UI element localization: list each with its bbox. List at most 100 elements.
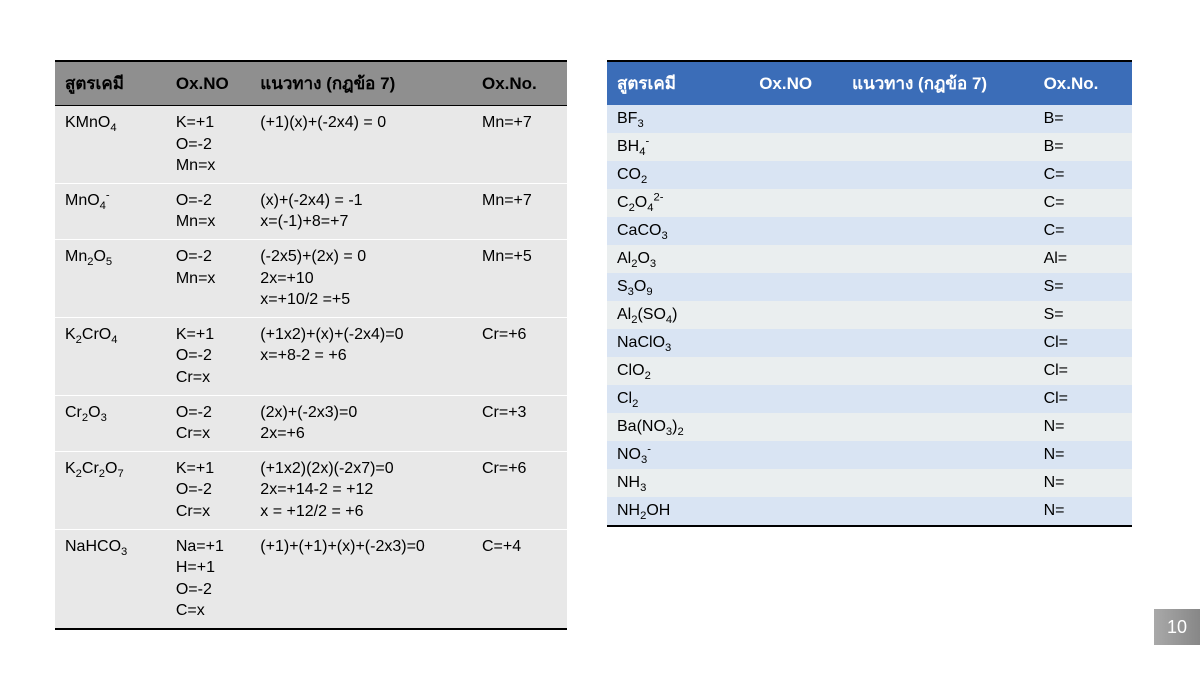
cell-oxno bbox=[749, 385, 842, 413]
cell-formula: NO3- bbox=[607, 441, 749, 469]
cell-guide bbox=[842, 301, 1033, 329]
cell-result: Mn=+5 bbox=[472, 239, 567, 317]
cell-result: Cl= bbox=[1034, 385, 1132, 413]
cell-formula: K2Cr2O7 bbox=[55, 451, 166, 529]
table-row: KMnO4K=+1O=-2Mn=x(+1)(x)+(-2x4) = 0Mn=+7 bbox=[55, 106, 567, 184]
cell-result: S= bbox=[1034, 301, 1132, 329]
col-guide-header: แนวทาง (กฎข้อ 7) bbox=[250, 61, 472, 106]
cell-guide bbox=[842, 273, 1033, 301]
table-row: MnO4-O=-2Mn=x(x)+(-2x4) = -1x=(-1)+8=+7M… bbox=[55, 183, 567, 239]
cell-result: B= bbox=[1034, 105, 1132, 133]
cell-oxno bbox=[749, 441, 842, 469]
cell-formula: Al2(SO4) bbox=[607, 301, 749, 329]
table-row: CaCO3 C= bbox=[607, 217, 1132, 245]
cell-formula: BF3 bbox=[607, 105, 749, 133]
cell-oxno bbox=[749, 133, 842, 161]
cell-formula: Cl2 bbox=[607, 385, 749, 413]
left-oxidation-table: สูตรเคมี Ox.NO แนวทาง (กฎข้อ 7) Ox.No. K… bbox=[55, 60, 567, 630]
cell-result: C= bbox=[1034, 217, 1132, 245]
cell-guide bbox=[842, 469, 1033, 497]
cell-guide: (x)+(-2x4) = -1x=(-1)+8=+7 bbox=[250, 183, 472, 239]
table-row: NH2OH N= bbox=[607, 497, 1132, 526]
cell-guide: (+1)(x)+(-2x4) = 0 bbox=[250, 106, 472, 184]
cell-formula: KMnO4 bbox=[55, 106, 166, 184]
cell-guide bbox=[842, 245, 1033, 273]
cell-result: S= bbox=[1034, 273, 1132, 301]
table-row: K2Cr2O7K=+1O=-2Cr=x(+1x2)(2x)(-2x7)=02x=… bbox=[55, 451, 567, 529]
cell-oxno: O=-2Mn=x bbox=[166, 239, 250, 317]
cell-formula: Mn2O5 bbox=[55, 239, 166, 317]
cell-formula: NH2OH bbox=[607, 497, 749, 526]
cell-oxno bbox=[749, 189, 842, 217]
cell-oxno bbox=[749, 301, 842, 329]
cell-oxno: K=+1O=-2Cr=x bbox=[166, 451, 250, 529]
col-formula-header: สูตรเคมี bbox=[55, 61, 166, 106]
left-table-wrap: สูตรเคมี Ox.NO แนวทาง (กฎข้อ 7) Ox.No. K… bbox=[55, 60, 567, 630]
right-table-wrap: สูตรเคมี Ox.NO แนวทาง (กฎข้อ 7) Ox.No. B… bbox=[607, 60, 1132, 630]
table-row: BF3 B= bbox=[607, 105, 1132, 133]
cell-guide: (+1)+(+1)+(x)+(-2x3)=0 bbox=[250, 529, 472, 629]
cell-result: C=+4 bbox=[472, 529, 567, 629]
cell-oxno: O=-2Mn=x bbox=[166, 183, 250, 239]
cell-oxno bbox=[749, 105, 842, 133]
cell-guide bbox=[842, 497, 1033, 526]
cell-result: Cr=+6 bbox=[472, 317, 567, 395]
cell-result: Cr=+3 bbox=[472, 395, 567, 451]
cell-formula: S3O9 bbox=[607, 273, 749, 301]
table-row: Cr2O3O=-2Cr=x(2x)+(-2x3)=02x=+6Cr=+3 bbox=[55, 395, 567, 451]
cell-oxno: K=+1O=-2Mn=x bbox=[166, 106, 250, 184]
page-number-tab: 10 bbox=[1154, 609, 1200, 645]
cell-oxno bbox=[749, 245, 842, 273]
cell-guide bbox=[842, 385, 1033, 413]
cell-guide bbox=[842, 161, 1033, 189]
cell-formula: K2CrO4 bbox=[55, 317, 166, 395]
cell-result: Al= bbox=[1034, 245, 1132, 273]
cell-oxno: O=-2Cr=x bbox=[166, 395, 250, 451]
table-row: Cl2 Cl= bbox=[607, 385, 1132, 413]
table-row: Al2O3 Al= bbox=[607, 245, 1132, 273]
cell-result: Mn=+7 bbox=[472, 106, 567, 184]
cell-guide bbox=[842, 189, 1033, 217]
cell-formula: Ba(NO3)2 bbox=[607, 413, 749, 441]
table-row: NH3N= bbox=[607, 469, 1132, 497]
cell-formula: CO2 bbox=[607, 161, 749, 189]
cell-result: N= bbox=[1034, 469, 1132, 497]
table-row: NaClO3 Cl= bbox=[607, 329, 1132, 357]
cell-result: Cl= bbox=[1034, 329, 1132, 357]
cell-oxno bbox=[749, 357, 842, 385]
cell-result: N= bbox=[1034, 413, 1132, 441]
table-row: K2CrO4K=+1O=-2Cr=x(+1x2)+(x)+(-2x4)=0x=+… bbox=[55, 317, 567, 395]
col-formula-header: สูตรเคมี bbox=[607, 61, 749, 105]
right-oxidation-table: สูตรเคมี Ox.NO แนวทาง (กฎข้อ 7) Ox.No. B… bbox=[607, 60, 1132, 527]
cell-oxno bbox=[749, 497, 842, 526]
col-result-header: Ox.No. bbox=[1034, 61, 1132, 105]
cell-guide bbox=[842, 105, 1033, 133]
cell-guide: (-2x5)+(2x) = 02x=+10x=+10/2 =+5 bbox=[250, 239, 472, 317]
cell-oxno bbox=[749, 329, 842, 357]
col-oxno-header: Ox.NO bbox=[749, 61, 842, 105]
cell-result: N= bbox=[1034, 497, 1132, 526]
table-row: CO2C= bbox=[607, 161, 1132, 189]
cell-guide bbox=[842, 357, 1033, 385]
cell-guide bbox=[842, 133, 1033, 161]
col-oxno-header: Ox.NO bbox=[166, 61, 250, 106]
cell-formula: Al2O3 bbox=[607, 245, 749, 273]
cell-formula: NaHCO3 bbox=[55, 529, 166, 629]
left-header-row: สูตรเคมี Ox.NO แนวทาง (กฎข้อ 7) Ox.No. bbox=[55, 61, 567, 106]
cell-formula: C2O42- bbox=[607, 189, 749, 217]
cell-formula: Cr2O3 bbox=[55, 395, 166, 451]
table-row: S3O9 S= bbox=[607, 273, 1132, 301]
cell-formula: CaCO3 bbox=[607, 217, 749, 245]
cell-formula: NaClO3 bbox=[607, 329, 749, 357]
right-header-row: สูตรเคมี Ox.NO แนวทาง (กฎข้อ 7) Ox.No. bbox=[607, 61, 1132, 105]
cell-result: Cr=+6 bbox=[472, 451, 567, 529]
cell-result: B= bbox=[1034, 133, 1132, 161]
cell-oxno bbox=[749, 469, 842, 497]
cell-oxno bbox=[749, 161, 842, 189]
cell-guide bbox=[842, 329, 1033, 357]
cell-guide bbox=[842, 413, 1033, 441]
cell-result: C= bbox=[1034, 189, 1132, 217]
cell-guide bbox=[842, 217, 1033, 245]
table-row: NO3-N= bbox=[607, 441, 1132, 469]
table-row: ClO2Cl= bbox=[607, 357, 1132, 385]
